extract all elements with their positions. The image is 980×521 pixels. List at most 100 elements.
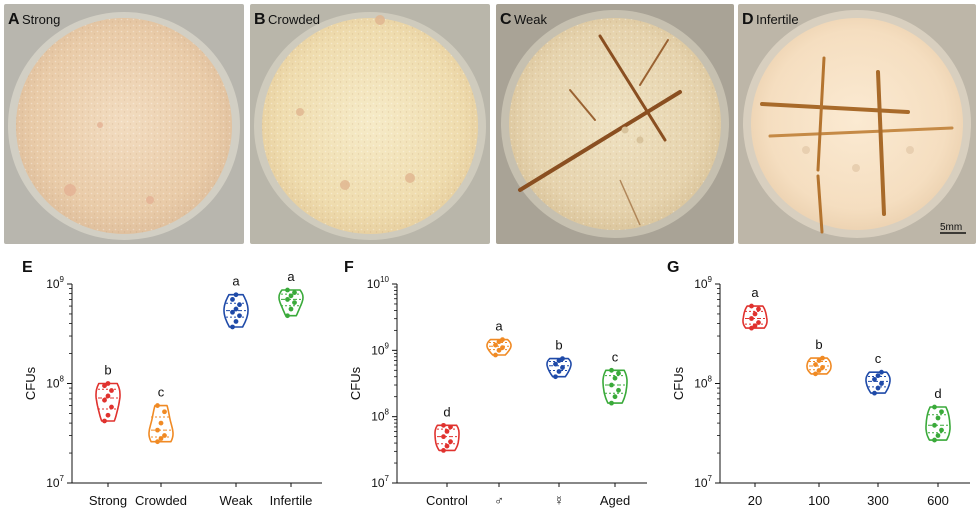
violin-3: [925, 406, 951, 441]
data-point: [612, 394, 618, 400]
photo-panel-b: [250, 4, 490, 244]
data-point: [155, 427, 160, 433]
violin-2: [865, 371, 891, 394]
data-point: [109, 404, 114, 410]
data-point: [609, 400, 614, 406]
y-tick-label: 107: [371, 474, 389, 490]
data-point: [749, 316, 754, 321]
data-point: [879, 381, 884, 386]
data-point: [752, 311, 758, 317]
data-point: [444, 428, 450, 434]
data-point: [756, 306, 761, 312]
violin-2: [546, 357, 572, 378]
violin-0: [434, 424, 460, 452]
data-point: [441, 422, 446, 428]
data-point: [105, 393, 111, 399]
x-tick-label: ♂: [494, 493, 504, 508]
y-tick-label: 1010: [367, 275, 390, 291]
x-tick-label: Infertile: [270, 493, 313, 508]
data-point: [560, 365, 565, 370]
data-point: [756, 320, 761, 325]
data-point: [285, 313, 290, 319]
x-tick-label: 600: [927, 493, 949, 508]
significance-letter: d: [934, 386, 941, 401]
data-point: [444, 443, 450, 449]
data-point: [813, 362, 818, 367]
violin-1: [486, 338, 512, 356]
y-axis-label: CFUs: [348, 366, 363, 400]
panel-letter-e: E: [22, 259, 33, 276]
data-point: [820, 355, 825, 361]
data-point: [158, 436, 164, 441]
panel-letter-d: D: [742, 11, 754, 28]
y-tick-label: 109: [694, 275, 712, 291]
data-point: [288, 306, 294, 312]
y-axis-label: CFUs: [671, 366, 686, 400]
violin-2: [223, 293, 249, 328]
photo-panel-a: [4, 4, 244, 244]
significance-letter: b: [555, 338, 562, 353]
significance-letter: a: [495, 319, 503, 334]
significance-letter: c: [158, 385, 165, 400]
panel-title-a: Strong: [22, 12, 60, 27]
panel-letter-b: B: [254, 11, 266, 28]
x-tick-label: Strong: [89, 493, 127, 508]
x-tick-label: Control: [426, 493, 468, 508]
data-point: [285, 287, 290, 293]
x-tick-label: Weak: [220, 493, 253, 508]
data-point: [879, 369, 884, 375]
data-point: [872, 376, 877, 382]
data-point: [816, 358, 822, 363]
data-point: [233, 292, 239, 298]
data-point: [875, 385, 881, 391]
data-point: [939, 409, 944, 415]
y-tick-label: 109: [371, 341, 389, 357]
y-tick-label: 107: [46, 474, 64, 490]
chart-panel-g: G CFUs 107 108 109 20 a 100 b 300 c 600 d: [667, 259, 970, 508]
data-point: [496, 347, 502, 353]
y-tick-label: 108: [46, 375, 64, 391]
x-tick-label: 100: [808, 493, 830, 508]
data-point: [816, 368, 822, 373]
data-point: [612, 375, 618, 381]
chart-panel-e: E CFUs 107 108 109 Strong b Crowded c Weak a Infert…: [22, 259, 322, 508]
data-point: [932, 404, 937, 410]
data-point: [813, 371, 818, 377]
data-point: [109, 388, 114, 393]
significance-letter: a: [232, 274, 240, 289]
data-point: [102, 397, 107, 403]
panel-letter-g: G: [667, 259, 679, 276]
y-tick-label: 108: [694, 375, 712, 391]
x-tick-label: ☿: [554, 493, 564, 508]
data-point: [935, 433, 941, 438]
data-point: [102, 418, 107, 424]
panel-title-d: Infertile: [756, 12, 799, 27]
data-point: [155, 439, 160, 445]
data-point: [500, 337, 505, 343]
significance-letter: b: [815, 337, 822, 352]
significance-letter: c: [612, 349, 619, 364]
data-point: [500, 345, 505, 350]
scale-bar-label: 5mm: [940, 222, 962, 233]
data-point: [448, 424, 453, 430]
data-point: [493, 342, 498, 348]
significance-letter: a: [751, 285, 759, 300]
data-point: [237, 302, 242, 308]
data-point: [820, 365, 825, 370]
data-point: [230, 309, 235, 315]
significance-letter: a: [287, 269, 295, 284]
violin-0: [742, 305, 768, 329]
data-point: [935, 415, 941, 421]
data-point: [158, 420, 164, 426]
data-point: [233, 306, 239, 312]
panel-letter-f: F: [344, 259, 354, 276]
y-tick-label: 108: [371, 408, 389, 424]
violin-0: [95, 382, 121, 422]
x-tick-label: Aged: [600, 493, 630, 508]
panel-title-b: Crowded: [268, 12, 320, 27]
panel-letter-c: C: [500, 11, 512, 28]
data-point: [553, 361, 558, 367]
panel-title-c: Weak: [514, 12, 547, 27]
x-tick-label: Crowded: [135, 493, 187, 508]
data-point: [496, 339, 502, 345]
